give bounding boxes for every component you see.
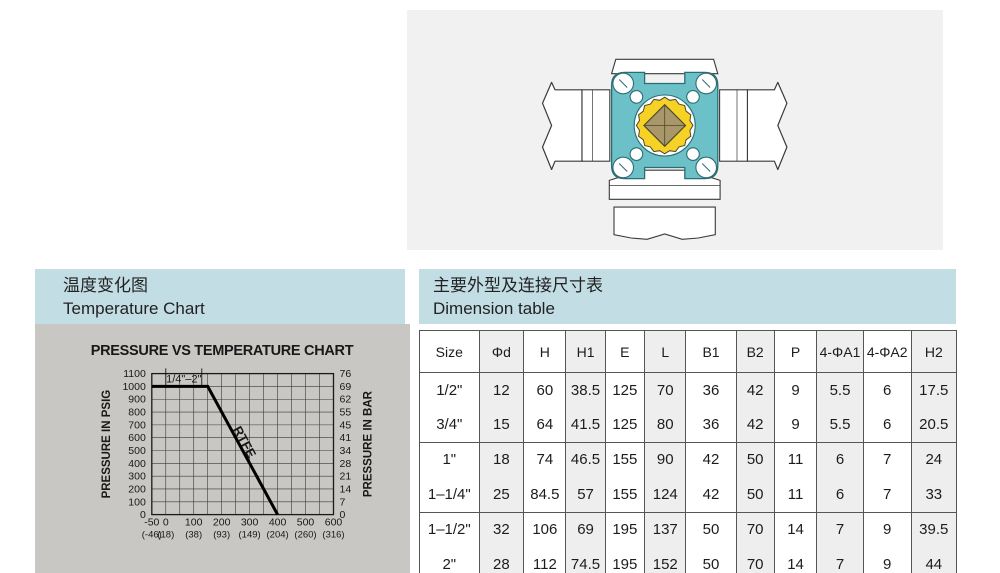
svg-text:100: 100	[185, 517, 203, 529]
svg-text:PRESSURE VS TEMPERATURE CHART: PRESSURE VS TEMPERATURE CHART	[91, 343, 354, 359]
svg-text:69: 69	[340, 381, 352, 393]
svg-text:-50: -50	[144, 517, 159, 529]
svg-text:76: 76	[340, 368, 352, 380]
svg-text:500: 500	[297, 517, 315, 529]
svg-text:(204): (204)	[267, 530, 289, 541]
svg-text:700: 700	[128, 419, 146, 431]
svg-text:500: 500	[128, 445, 146, 457]
svg-text:PRESSURE IN PSIG: PRESSURE IN PSIG	[101, 390, 113, 499]
svg-text:300: 300	[128, 471, 146, 483]
svg-text:55: 55	[340, 407, 352, 419]
svg-text:21: 21	[340, 471, 352, 483]
svg-text:28: 28	[340, 458, 352, 470]
svg-text:0: 0	[340, 509, 346, 521]
svg-text:0: 0	[163, 517, 169, 529]
svg-text:(38): (38)	[185, 530, 202, 541]
svg-text:900: 900	[128, 394, 146, 406]
svg-text:(149): (149)	[239, 530, 261, 541]
svg-text:400: 400	[269, 517, 287, 529]
svg-text:34: 34	[340, 445, 352, 457]
svg-text:7: 7	[340, 496, 346, 508]
svg-text:1000: 1000	[122, 381, 146, 393]
svg-text:(18): (18)	[157, 530, 174, 541]
svg-text:200: 200	[213, 517, 231, 529]
svg-text:1/4"–2": 1/4"–2"	[166, 373, 201, 385]
svg-text:(93): (93)	[213, 530, 230, 541]
svg-text:45: 45	[340, 419, 352, 431]
svg-text:(316): (316)	[322, 530, 344, 541]
svg-text:PRESSURE IN BAR: PRESSURE IN BAR	[363, 390, 375, 497]
svg-text:(260): (260)	[294, 530, 316, 541]
svg-text:62: 62	[340, 394, 352, 406]
svg-text:14: 14	[340, 484, 352, 496]
svg-text:41: 41	[340, 432, 352, 444]
svg-text:0: 0	[140, 509, 146, 521]
svg-text:1100: 1100	[123, 368, 146, 380]
svg-text:400: 400	[128, 458, 146, 470]
svg-text:800: 800	[128, 407, 146, 419]
svg-text:600: 600	[128, 432, 146, 444]
svg-text:RTFE: RTFE	[230, 423, 260, 460]
svg-text:300: 300	[241, 517, 259, 529]
svg-text:100: 100	[128, 496, 146, 508]
svg-text:200: 200	[128, 484, 146, 496]
